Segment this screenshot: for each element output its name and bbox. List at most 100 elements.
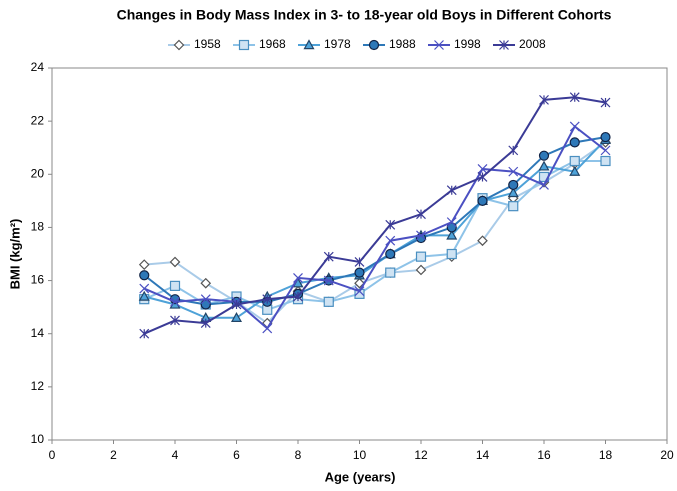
- x-tick-label: 16: [537, 448, 551, 462]
- legend-label: 2008: [519, 37, 546, 51]
- y-tick-label: 24: [31, 60, 45, 74]
- marker: [415, 264, 427, 276]
- marker: [173, 39, 185, 51]
- marker: [170, 296, 180, 307]
- x-tick-label: 14: [476, 448, 490, 462]
- marker: [354, 277, 365, 289]
- marker: [139, 328, 150, 339]
- y-tick-label: 20: [31, 166, 45, 180]
- marker: [138, 259, 150, 270]
- x-tick-label: 12: [414, 448, 428, 462]
- marker: [323, 296, 334, 307]
- y-tick-label: 22: [31, 113, 45, 127]
- marker: [569, 165, 581, 176]
- series-line: [143, 139, 607, 319]
- series-line: [143, 136, 606, 306]
- marker: [446, 185, 457, 196]
- marker: [539, 94, 549, 105]
- marker: [368, 39, 380, 51]
- marker: [569, 92, 580, 103]
- legend-label: 1978: [324, 37, 351, 51]
- marker: [508, 179, 519, 191]
- marker: [477, 172, 488, 182]
- marker: [385, 248, 396, 260]
- legend-label: 1958: [194, 37, 221, 51]
- plot-border: [51, 67, 668, 441]
- marker: [139, 283, 150, 294]
- marker: [238, 39, 250, 51]
- marker: [499, 40, 509, 50]
- marker: [354, 286, 365, 297]
- marker: [262, 323, 273, 334]
- marker: [293, 291, 303, 302]
- series-line: [144, 141, 607, 325]
- marker: [415, 251, 427, 262]
- x-axis-label: Age (years): [325, 469, 396, 484]
- x-tick-label: 8: [295, 448, 302, 462]
- marker: [354, 257, 365, 267]
- y-tick-label: 16: [31, 273, 45, 287]
- legend-label: 1968: [259, 37, 286, 51]
- y-tick-label: 14: [31, 326, 45, 340]
- x-tick-label: 10: [353, 448, 367, 462]
- legend-label: 1998: [454, 37, 481, 51]
- y-tick-label: 12: [31, 379, 45, 393]
- marker: [508, 201, 519, 212]
- marker: [200, 299, 211, 310]
- x-tick-label: 2: [110, 448, 117, 462]
- marker: [539, 179, 549, 190]
- marker: [538, 160, 550, 171]
- marker: [569, 137, 580, 148]
- marker: [170, 315, 180, 326]
- marker: [446, 217, 457, 228]
- marker: [477, 235, 488, 247]
- marker: [293, 272, 303, 283]
- marker: [569, 155, 580, 167]
- marker: [385, 219, 396, 230]
- marker: [569, 121, 580, 132]
- marker: [230, 312, 243, 322]
- marker: [262, 294, 273, 305]
- marker: [303, 39, 315, 50]
- marker: [600, 145, 611, 156]
- y-tick-label: 10: [31, 432, 45, 446]
- marker: [354, 267, 365, 278]
- chart-title: Changes in Body Mass Index in 3- to 18-y…: [117, 7, 612, 23]
- x-tick-label: 6: [233, 448, 240, 462]
- x-tick-label: 0: [49, 448, 56, 462]
- marker: [200, 318, 211, 329]
- marker: [385, 267, 396, 278]
- marker: [477, 195, 488, 206]
- marker: [508, 145, 519, 156]
- marker: [200, 277, 212, 289]
- marker: [200, 294, 211, 305]
- marker: [169, 280, 181, 291]
- y-axis-label: BMI (kg/m²): [7, 219, 22, 290]
- series-line: [143, 96, 606, 335]
- legend-label: 1988: [389, 37, 416, 51]
- y-tick-label: 18: [31, 220, 45, 234]
- marker: [169, 256, 181, 268]
- marker: [231, 299, 242, 310]
- marker: [434, 40, 444, 50]
- marker: [446, 248, 457, 260]
- marker: [385, 235, 396, 246]
- marker: [416, 230, 426, 241]
- marker: [139, 270, 150, 281]
- marker: [138, 290, 150, 301]
- x-tick-label: 4: [172, 448, 179, 462]
- marker: [600, 131, 611, 143]
- x-tick-label: 20: [660, 448, 674, 462]
- marker: [477, 164, 488, 174]
- marker: [323, 275, 334, 286]
- marker: [508, 166, 519, 177]
- marker: [538, 150, 550, 161]
- series-line: [143, 124, 607, 330]
- marker: [507, 187, 519, 198]
- marker: [446, 229, 458, 240]
- x-tick-label: 18: [599, 448, 613, 462]
- marker: [600, 97, 611, 108]
- marker: [323, 251, 334, 262]
- marker: [600, 155, 611, 167]
